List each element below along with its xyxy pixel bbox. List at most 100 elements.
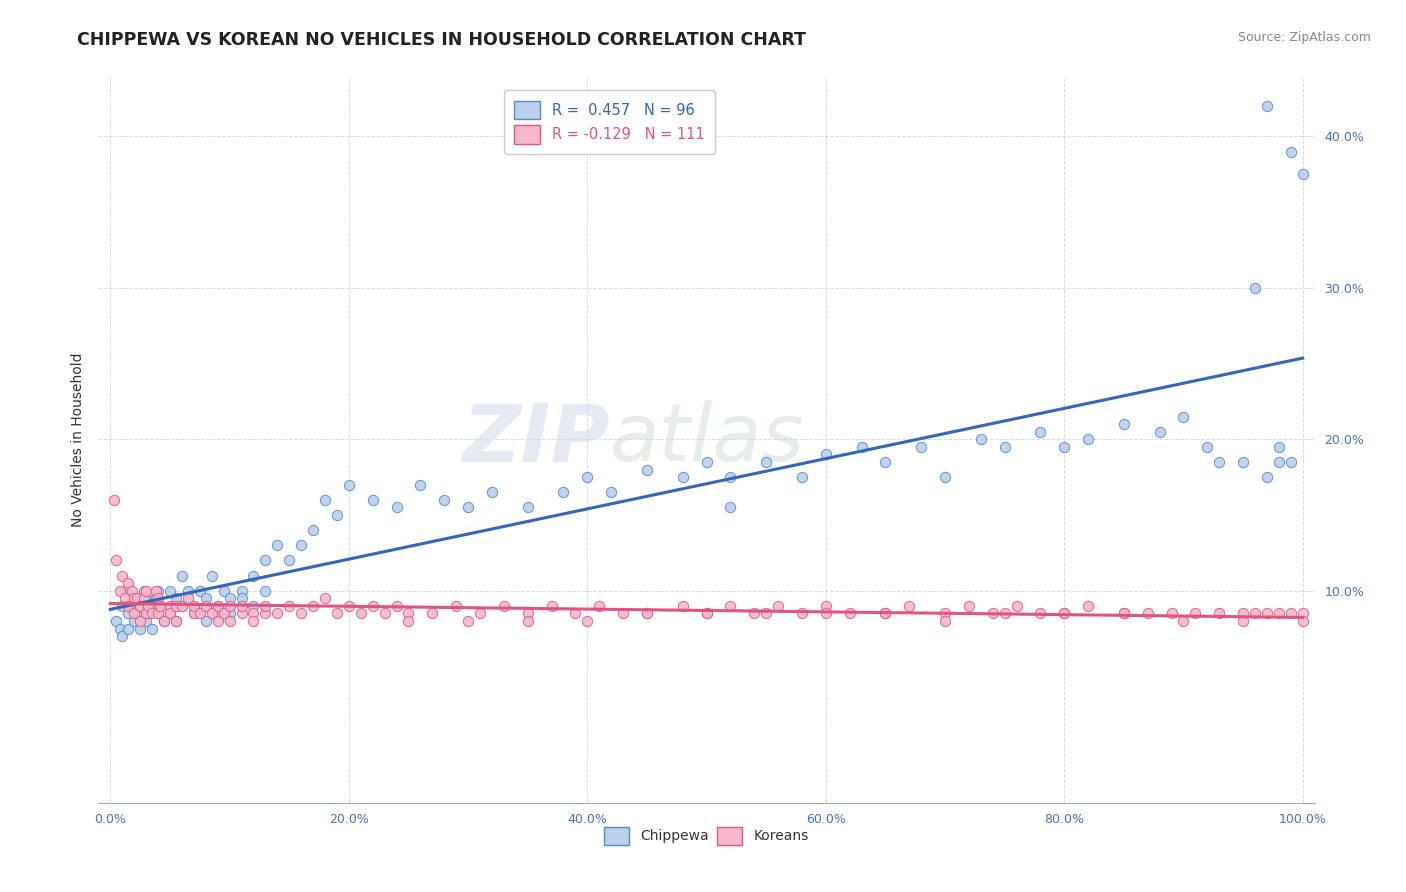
- Point: [516, 614, 538, 628]
- Point: [337, 599, 360, 613]
- Point: [207, 607, 229, 621]
- Point: [326, 508, 349, 522]
- Point: [111, 568, 134, 582]
- Point: [132, 583, 155, 598]
- Point: [612, 607, 634, 621]
- Point: [516, 607, 538, 621]
- Point: [1136, 607, 1159, 621]
- Point: [1279, 607, 1302, 621]
- Point: [718, 599, 741, 613]
- Point: [290, 538, 312, 552]
- Point: [141, 622, 163, 636]
- Point: [159, 599, 181, 613]
- Point: [1292, 614, 1315, 628]
- Point: [1244, 281, 1267, 295]
- Point: [1268, 607, 1291, 621]
- Point: [122, 591, 145, 606]
- Point: [553, 485, 575, 500]
- Point: [1029, 425, 1052, 439]
- Point: [145, 583, 167, 598]
- Point: [201, 568, 224, 582]
- Point: [207, 614, 229, 628]
- Point: [141, 607, 163, 621]
- Point: [481, 485, 503, 500]
- Point: [146, 591, 169, 606]
- Point: [254, 583, 277, 598]
- Point: [129, 614, 152, 628]
- Point: [177, 583, 200, 598]
- Point: [696, 607, 718, 621]
- Point: [242, 607, 264, 621]
- Point: [576, 470, 599, 484]
- Point: [117, 599, 139, 613]
- Point: [218, 591, 240, 606]
- Point: [1232, 614, 1254, 628]
- Point: [231, 591, 253, 606]
- Point: [934, 470, 956, 484]
- Point: [1112, 607, 1135, 621]
- Point: [177, 591, 200, 606]
- Point: [468, 607, 491, 621]
- Point: [121, 583, 143, 598]
- Point: [1208, 455, 1230, 469]
- Point: [755, 455, 778, 469]
- Point: [755, 607, 778, 621]
- Point: [814, 447, 837, 461]
- Point: [326, 607, 349, 621]
- Point: [1232, 607, 1254, 621]
- Point: [194, 599, 217, 613]
- Point: [125, 607, 148, 621]
- Point: [636, 607, 658, 621]
- Point: [135, 614, 157, 628]
- Point: [138, 607, 160, 621]
- Point: [1053, 440, 1076, 454]
- Point: [672, 470, 695, 484]
- Point: [170, 599, 193, 613]
- Point: [838, 607, 860, 621]
- Point: [165, 599, 187, 613]
- Point: [254, 607, 277, 621]
- Point: [1005, 599, 1028, 613]
- Point: [254, 553, 277, 567]
- Point: [122, 614, 145, 628]
- Point: [183, 607, 205, 621]
- Point: [165, 614, 187, 628]
- Point: [718, 500, 741, 515]
- Point: [129, 622, 152, 636]
- Point: [1184, 607, 1206, 621]
- Point: [1173, 409, 1195, 424]
- Point: [672, 599, 695, 613]
- Point: [129, 599, 152, 613]
- Point: [170, 599, 193, 613]
- Point: [1268, 440, 1291, 454]
- Point: [135, 583, 157, 598]
- Point: [875, 607, 897, 621]
- Point: [1149, 425, 1171, 439]
- Point: [108, 583, 131, 598]
- Point: [457, 500, 479, 515]
- Point: [790, 470, 813, 484]
- Point: [207, 599, 229, 613]
- Point: [1029, 607, 1052, 621]
- Point: [159, 607, 181, 621]
- Point: [433, 492, 456, 507]
- Point: [1279, 455, 1302, 469]
- Point: [420, 607, 443, 621]
- Point: [266, 538, 288, 552]
- Point: [146, 607, 169, 621]
- Point: [135, 607, 157, 621]
- Point: [588, 599, 610, 613]
- Point: [159, 607, 181, 621]
- Text: ZIP: ZIP: [461, 401, 609, 478]
- Point: [718, 470, 741, 484]
- Point: [1268, 455, 1291, 469]
- Point: [242, 599, 264, 613]
- Point: [111, 629, 134, 643]
- Point: [337, 477, 360, 491]
- Point: [129, 599, 152, 613]
- Point: [266, 607, 288, 621]
- Point: [201, 607, 224, 621]
- Point: [409, 477, 432, 491]
- Point: [114, 591, 136, 606]
- Point: [636, 607, 658, 621]
